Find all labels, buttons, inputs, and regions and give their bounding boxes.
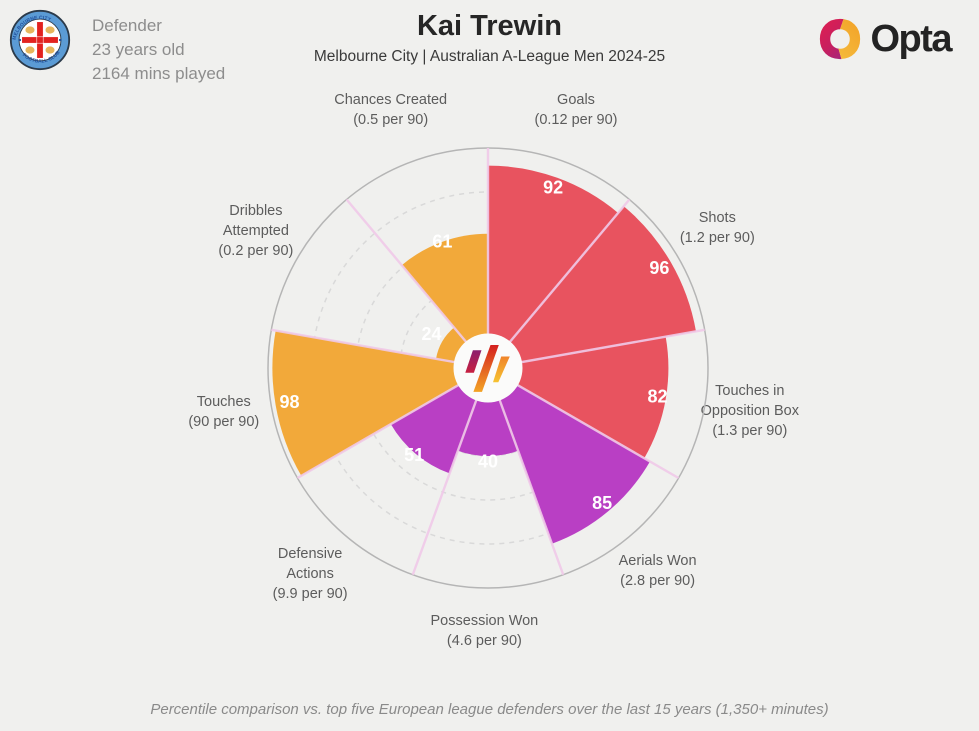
svg-text:82: 82 <box>647 387 667 407</box>
svg-text:40: 40 <box>478 451 498 471</box>
svg-text:98: 98 <box>279 392 299 412</box>
svg-text:51: 51 <box>404 445 424 465</box>
svg-text:85: 85 <box>592 493 612 513</box>
svg-text:92: 92 <box>543 178 563 198</box>
svg-text:96: 96 <box>649 258 669 278</box>
svg-text:24: 24 <box>421 324 441 344</box>
svg-text:61: 61 <box>432 231 452 251</box>
